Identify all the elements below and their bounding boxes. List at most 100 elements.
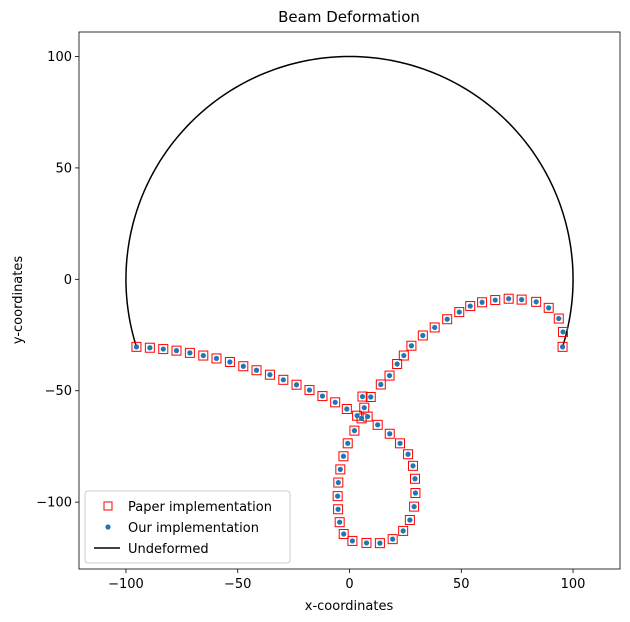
our-point [456, 309, 462, 315]
x-tick-label: 0 [345, 577, 353, 592]
paper-point [454, 307, 465, 318]
our-point [337, 466, 343, 472]
y-axis-label: y-coordinates [11, 256, 26, 344]
our-point [411, 504, 417, 510]
x-tick-label: −50 [224, 577, 251, 592]
our-point [432, 324, 438, 331]
paper-point [332, 491, 343, 502]
our-point [386, 372, 393, 379]
our-point [332, 399, 338, 405]
our-point [368, 394, 374, 400]
chart-title: Beam Deformation [278, 8, 420, 26]
paper-point [429, 322, 440, 333]
plot-frame [78, 31, 621, 570]
our-point [365, 413, 371, 420]
paper-point [490, 295, 501, 306]
our-point [344, 406, 350, 412]
y-tick-label: 50 [55, 161, 72, 176]
x-tick-label: 100 [561, 577, 586, 592]
paper-point [334, 517, 345, 528]
our-point [492, 297, 498, 303]
our-point [341, 531, 347, 537]
our-point [213, 355, 220, 362]
our-point [227, 359, 233, 365]
legend: Paper implementation Our implementation … [84, 490, 291, 564]
our-point [397, 440, 403, 446]
paper-point [387, 534, 398, 545]
x-axis-ticks: −100 −50 0 50 100 [108, 569, 585, 592]
our-point [546, 305, 552, 311]
legend-marker-paper [103, 501, 113, 511]
paper-point [553, 313, 564, 324]
paper-point [357, 391, 368, 402]
paper-point [341, 404, 352, 415]
our-point [410, 463, 416, 469]
paper-point [365, 391, 376, 402]
paper-point [338, 529, 349, 540]
our-point [340, 453, 347, 459]
our-point [358, 415, 365, 421]
our-point [559, 344, 566, 350]
our-point [354, 413, 360, 419]
our-point [420, 332, 426, 339]
paper-point [333, 477, 344, 488]
paper-point [251, 365, 262, 376]
paper-point [335, 464, 346, 475]
our-point [401, 352, 407, 359]
our-point [335, 493, 341, 499]
paper-point [317, 391, 328, 402]
paper-point [224, 357, 235, 367]
paper-point [375, 379, 386, 390]
paper-point [211, 353, 222, 364]
our-point [556, 315, 562, 322]
paper-point [503, 293, 514, 304]
our-point [533, 299, 539, 305]
our-point [359, 393, 366, 400]
our-point [345, 440, 351, 446]
legend-label-paper: Paper implementation [128, 500, 272, 515]
our-point [160, 346, 166, 352]
paper-point [333, 504, 344, 515]
paper-point [264, 369, 275, 380]
our-point [280, 377, 286, 383]
paper-point [238, 361, 249, 372]
our-point [444, 316, 450, 322]
paper-point [158, 344, 169, 355]
paper-point [361, 537, 372, 548]
legend-label-ours: Our implementation [128, 521, 259, 536]
paper-point [384, 370, 395, 381]
our-point [377, 540, 383, 546]
paper-point [417, 330, 428, 341]
plot-content [125, 55, 574, 549]
our-point [407, 517, 413, 523]
paper-point [465, 301, 476, 312]
paper-point [392, 359, 403, 369]
our-point [337, 519, 343, 525]
paper-point [516, 294, 527, 305]
paper-point [349, 425, 360, 436]
our-point [405, 451, 411, 457]
our-point [147, 345, 153, 351]
y-axis-ticks: 100 50 0 −50 −100 [36, 50, 79, 511]
paper-point [198, 350, 209, 361]
our-point [240, 363, 246, 369]
legend-marker-ours [105, 524, 111, 530]
paper-point [407, 460, 418, 471]
y-tick-label: 100 [47, 50, 72, 65]
paper-point [372, 419, 383, 430]
paper-point [409, 501, 420, 512]
our-point [412, 476, 418, 482]
paper-point [557, 326, 568, 337]
our-point [319, 393, 326, 399]
our-point [363, 540, 370, 546]
paper-point [144, 342, 155, 353]
our-point [267, 372, 273, 378]
our-point [361, 405, 367, 411]
x-tick-label: 50 [453, 577, 470, 592]
paper-point [342, 438, 353, 449]
paper-point [278, 374, 289, 385]
our-point [349, 538, 356, 544]
our-point [187, 350, 193, 356]
our-point [400, 528, 406, 534]
